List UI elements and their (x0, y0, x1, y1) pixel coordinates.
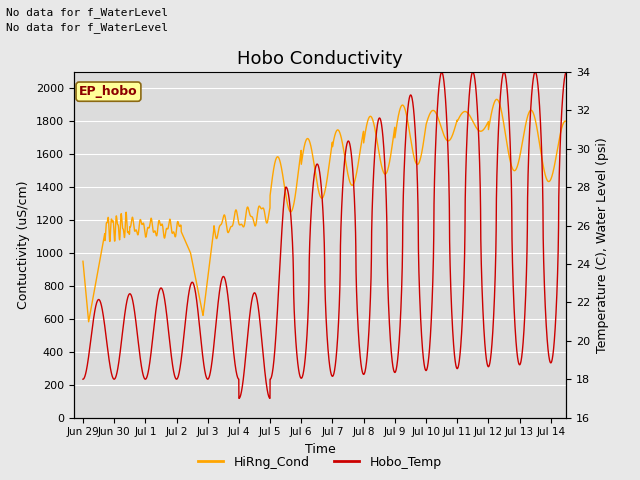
Text: No data for f_WaterLevel: No data for f_WaterLevel (6, 22, 168, 33)
Title: Hobo Conductivity: Hobo Conductivity (237, 49, 403, 68)
Y-axis label: Temperature (C), Water Level (psi): Temperature (C), Water Level (psi) (596, 137, 609, 353)
Y-axis label: Contuctivity (uS/cm): Contuctivity (uS/cm) (17, 180, 30, 309)
Text: No data for f_WaterLevel: No data for f_WaterLevel (6, 7, 168, 18)
Legend: HiRng_Cond, Hobo_Temp: HiRng_Cond, Hobo_Temp (193, 451, 447, 474)
Text: EP_hobo: EP_hobo (79, 85, 138, 98)
X-axis label: Time: Time (305, 443, 335, 456)
